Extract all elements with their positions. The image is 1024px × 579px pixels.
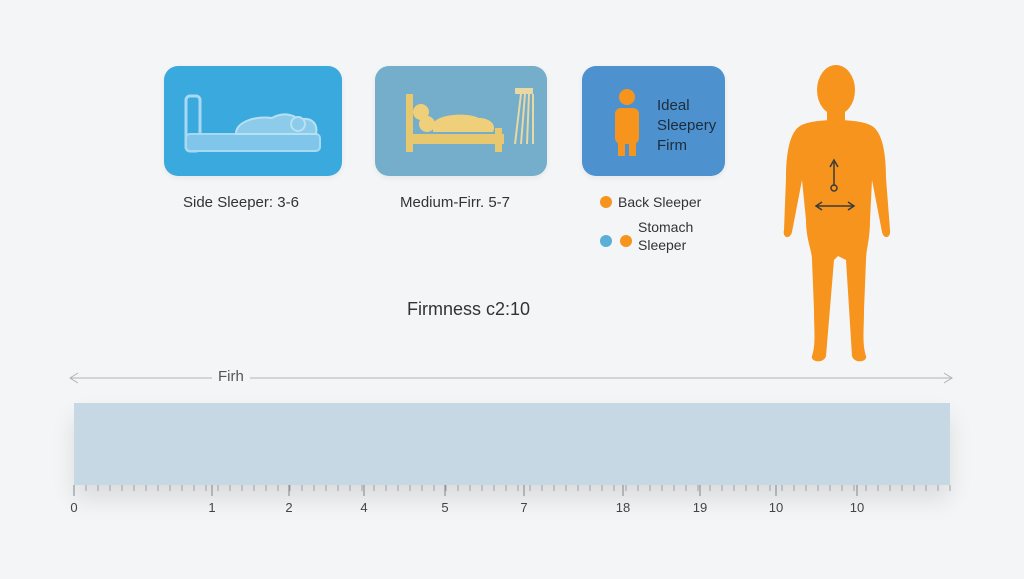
range-arrow [69,372,953,384]
firmness-scale-bar [74,403,950,485]
tick-label: 2 [285,500,293,515]
tick-label: 10 [768,500,784,515]
legend-stomach-line-2: Sleeper [638,237,687,253]
ideal-line-1: Ideal [657,97,690,114]
person-icon [615,89,639,156]
ideal-firm-card: Ideal Sleepery Firm [582,66,725,176]
blue-dot-icon [600,235,612,247]
side-sleeper-caption: Side Sleeper: 3-6 [183,194,299,211]
legend-stomach-label: Stomach Sleeper [638,218,718,254]
tick-label: 0 [70,500,78,515]
tick-label: 18 [615,500,631,515]
scale-ruler [73,485,951,496]
legend-back-label: Back Sleeper [618,194,702,210]
bed-side-sleeper-icon [184,94,321,153]
ideal-line-2: Sleepery [657,117,717,134]
tick-label: 19 [692,500,708,515]
side-sleeper-card [164,66,342,176]
bed-person-icon [406,88,534,152]
tick-label: 5 [441,500,449,515]
medium-firm-card [375,66,547,176]
ideal-line-3: Firm [657,137,687,154]
ideal-card-text: Ideal Sleepery Firm [657,96,716,156]
medium-firm-caption: Medium-Firr. 5-7 [400,194,511,211]
legend-stomach-sleeper: Stomach Sleeper [600,218,718,254]
legend-back-sleeper: Back Sleeper [600,194,701,210]
range-label: Firh [212,368,250,385]
tick-label: 1 [208,500,216,515]
tick-label: 4 [360,500,368,515]
orange-dot-icon [620,235,632,247]
tick-label: 7 [520,500,528,515]
tick-label: 10 [849,500,865,515]
firmness-title: Firmness c2:10 [407,299,531,319]
orange-dot-icon [600,196,612,208]
legend-stomach-line-1: Stomach [638,219,694,235]
human-figure-icon [783,65,891,362]
